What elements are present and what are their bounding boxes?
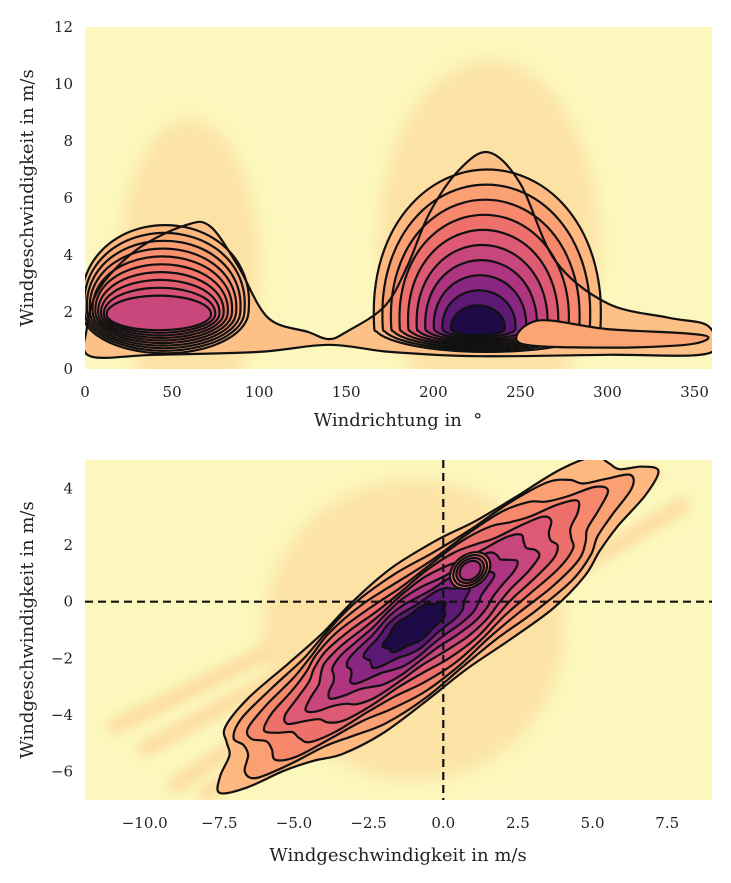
- density-level: [382, 601, 446, 653]
- y-tick-label: 12: [54, 18, 73, 36]
- contour-line: [372, 168, 602, 354]
- contour-line: [216, 460, 660, 795]
- x-tick-label: −5.0: [276, 814, 312, 832]
- x-tick-label: −10.0: [122, 814, 168, 832]
- contour-line: [105, 294, 213, 332]
- chart-wind-direction: 0 50 100 150 200 250 300 350 0 2 4 6 8 10 12 Windrich…: [17, 18, 712, 431]
- x-tick-label: 7.5: [655, 814, 679, 832]
- y-tick-labels-1: 0 2 4 6 8 10 12: [54, 18, 73, 378]
- contour-line: [91, 255, 234, 345]
- y-tick-label: 8: [63, 132, 73, 150]
- x-tick-label: −2.5: [350, 814, 386, 832]
- y-tick-label: −6: [51, 763, 73, 781]
- density-level: [450, 305, 505, 336]
- contour-lines-2: [216, 460, 660, 795]
- x-tick-label: 200: [419, 383, 448, 401]
- contour-line: [432, 274, 528, 341]
- x-tick-label: 150: [332, 383, 361, 401]
- y-tick-label: 4: [63, 246, 73, 264]
- y-tick-label: 2: [63, 536, 73, 554]
- contour-line: [232, 473, 635, 780]
- x-tick-label: 2.5: [506, 814, 530, 832]
- contour-line: [415, 243, 549, 344]
- x-axis-label-1: Windrichtung in °: [314, 410, 483, 431]
- contour-line: [245, 485, 610, 762]
- y-tick-label: 6: [63, 189, 73, 207]
- contour-line: [102, 286, 217, 334]
- contour-line: [362, 585, 472, 670]
- x-tick-label: 250: [506, 383, 535, 401]
- y-tick-label: 4: [63, 479, 73, 497]
- x-tick-label: 350: [680, 383, 709, 401]
- x-tick-labels-1: 0 50 100 150 200 250 300 350: [80, 383, 709, 401]
- x-tick-labels-2: −10.0 −7.5 −5.0 −2.5 0.0 2.5 5.0 7.5: [122, 814, 679, 832]
- y-tick-label: 2: [63, 303, 73, 321]
- y-axis-label-2: Windgeschwindigkeit in m/s: [17, 501, 38, 758]
- y-tick-labels-2: −6 −4 −2 0 2 4: [51, 479, 73, 780]
- contour-line: [345, 569, 496, 685]
- x-axis-label-2: Windgeschwindigkeit in m/s: [269, 845, 526, 866]
- contour-line: [97, 270, 225, 340]
- contour-line: [441, 289, 517, 339]
- x-tick-label: −7.5: [201, 814, 237, 832]
- ref-lines-2: [85, 460, 712, 800]
- contour-line: [85, 231, 246, 352]
- contour-line: [283, 515, 559, 726]
- contour-line: [458, 559, 482, 582]
- contour-line: [88, 247, 238, 347]
- density-level: [106, 295, 212, 331]
- y-tick-label: −2: [51, 649, 73, 667]
- x-tick-label: 0: [80, 383, 90, 401]
- chart-wind-components: −10.0 −7.5 −5.0 −2.5 0.0 2.5 5.0 7.5 −6−4−2024 …: [17, 460, 712, 866]
- contour-line: [262, 499, 581, 744]
- x-tick-label: 0.0: [431, 814, 455, 832]
- x-tick-label: 300: [593, 383, 622, 401]
- contour-line: [449, 304, 507, 337]
- y-tick-label: 0: [63, 360, 73, 378]
- x-tick-label: 100: [245, 383, 274, 401]
- x-tick-label: 50: [163, 383, 182, 401]
- contour-line: [99, 278, 221, 337]
- contour-line: [381, 600, 447, 654]
- y-tick-label: 10: [54, 75, 73, 93]
- contour-line: [424, 258, 538, 342]
- contour-lines-1: [85, 150, 712, 359]
- y-tick-label: −4: [51, 706, 73, 724]
- contour-line: [515, 319, 710, 349]
- y-axis-label-1: Windgeschwindigkeit in m/s: [17, 69, 38, 326]
- contour-line: [94, 263, 229, 342]
- contour-line: [85, 223, 251, 355]
- y-tick-label: 0: [63, 593, 73, 611]
- x-tick-label: 5.0: [581, 814, 605, 832]
- contour-line: [85, 150, 712, 359]
- contour-line: [85, 239, 242, 350]
